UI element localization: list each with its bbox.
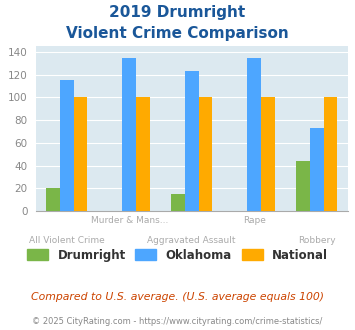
Bar	[323, 97, 337, 211]
Bar	[60, 80, 73, 211]
Text: Murder & Mans...: Murder & Mans...	[91, 216, 168, 225]
Text: All Violent Crime: All Violent Crime	[29, 236, 105, 245]
Text: Robbery: Robbery	[298, 236, 335, 245]
Bar	[296, 161, 310, 211]
Bar	[261, 97, 275, 211]
Text: © 2025 CityRating.com - https://www.cityrating.com/crime-statistics/: © 2025 CityRating.com - https://www.city…	[32, 317, 323, 326]
Text: 2019 Drumright: 2019 Drumright	[109, 5, 246, 20]
Bar	[185, 71, 198, 211]
Text: Violent Crime Comparison: Violent Crime Comparison	[66, 26, 289, 41]
Bar	[46, 188, 60, 211]
Bar	[247, 57, 261, 211]
Legend: Drumright, Oklahoma, National: Drumright, Oklahoma, National	[22, 244, 333, 266]
Text: Compared to U.S. average. (U.S. average equals 100): Compared to U.S. average. (U.S. average …	[31, 292, 324, 302]
Bar	[198, 97, 212, 211]
Bar	[73, 97, 87, 211]
Bar	[171, 194, 185, 211]
Text: Rape: Rape	[243, 216, 266, 225]
Bar	[136, 97, 150, 211]
Bar	[310, 128, 323, 211]
Bar	[122, 57, 136, 211]
Text: Aggravated Assault: Aggravated Assault	[147, 236, 236, 245]
